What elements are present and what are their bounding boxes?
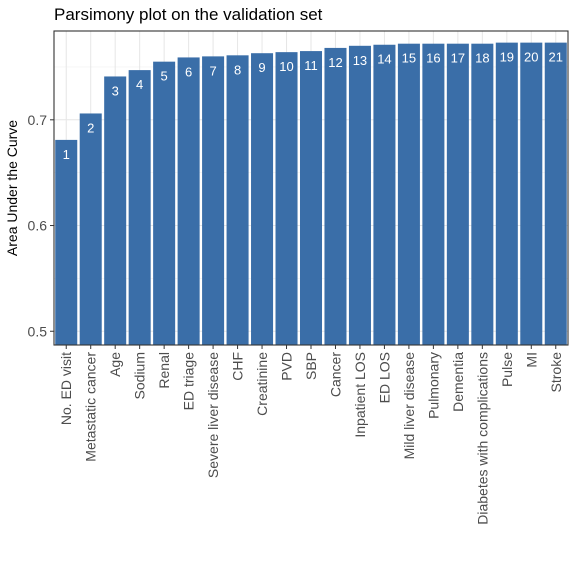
x-tick-label: Mild liver disease: [401, 352, 417, 460]
bar: [324, 47, 347, 345]
x-tick-label: Age: [107, 352, 123, 377]
bar-label: 12: [328, 55, 342, 70]
bar-label: 10: [279, 59, 293, 74]
bar: [495, 42, 518, 345]
bar: [104, 76, 127, 346]
bar: [202, 56, 225, 345]
bar: [128, 70, 151, 345]
bar: [544, 42, 567, 345]
bar-label: 17: [451, 51, 465, 66]
bar-label: 7: [209, 63, 216, 78]
bar-label: 1: [63, 147, 70, 162]
y-axis-ticks: 0.5 0.6 0.7: [28, 112, 54, 339]
x-tick-label: ED LOS: [376, 352, 392, 403]
bar-label: 19: [500, 50, 514, 65]
x-tick-label: Inpatient LOS: [352, 352, 368, 438]
bar: [55, 139, 78, 345]
bar-label: 8: [234, 62, 241, 77]
bar-label: 9: [258, 60, 265, 75]
chart-title: Parsimony plot on the validation set: [54, 5, 323, 24]
bar: [397, 43, 420, 346]
bar-label: 6: [185, 64, 192, 79]
y-axis-label: Area Under the Curve: [4, 120, 20, 256]
x-tick-label: ED triage: [181, 352, 197, 411]
bar: [471, 43, 494, 346]
bar-label: 2: [87, 120, 94, 135]
x-axis-ticks: No. ED visit Metastatic cancer Age Sodium Re…: [58, 345, 564, 525]
x-tick-label: Sodium: [132, 352, 148, 399]
bar: [348, 45, 371, 346]
bars: [55, 42, 567, 346]
bar: [177, 57, 200, 346]
x-tick-label: Stroke: [548, 352, 564, 393]
bar: [226, 55, 249, 345]
x-tick-label: Renal: [156, 352, 172, 389]
y-tick-label: 0.6: [28, 218, 48, 234]
x-tick-label: No. ED visit: [58, 352, 74, 425]
y-tick-label: 0.5: [28, 323, 48, 339]
bar: [251, 53, 274, 345]
x-tick-label: Pulse: [499, 352, 515, 387]
x-tick-label: Cancer: [327, 352, 343, 397]
x-tick-label: Severe liver disease: [205, 352, 221, 478]
x-tick-label: Metastatic cancer: [83, 352, 99, 462]
y-tick-label: 0.7: [28, 112, 48, 128]
x-tick-label: Creatinine: [254, 352, 270, 416]
bar-label: 20: [524, 50, 538, 65]
x-tick-label: CHF: [230, 352, 246, 381]
bar: [373, 44, 396, 345]
bar-label: 11: [304, 58, 318, 73]
bar: [79, 113, 102, 345]
bar-label: 5: [161, 69, 168, 84]
x-tick-label: MI: [523, 352, 539, 368]
x-tick-label: Dementia: [450, 352, 466, 412]
x-tick-label: Pulmonary: [425, 352, 441, 419]
bar-label: 4: [136, 77, 143, 92]
x-tick-label: Diabetes with complications: [474, 352, 490, 525]
bar-label: 18: [475, 51, 489, 66]
bar-label: 21: [549, 50, 563, 65]
bar-label: 13: [353, 53, 367, 68]
bar: [275, 52, 298, 346]
bar-labels: 123 45 6 7 8 9 10 11 12 13 14 15 16 17 18 19 20 21: [63, 50, 563, 162]
bar: [299, 51, 323, 345]
bar: [520, 42, 543, 345]
bar: [153, 61, 176, 345]
bar-label: 15: [402, 51, 416, 66]
bar: [422, 43, 445, 346]
bar-label: 14: [377, 52, 391, 67]
x-tick-label: SBP: [303, 352, 319, 380]
bar-label: 16: [426, 51, 440, 66]
x-tick-label: PVD: [279, 352, 295, 381]
bar: [446, 43, 469, 346]
bar-label: 3: [112, 83, 119, 98]
